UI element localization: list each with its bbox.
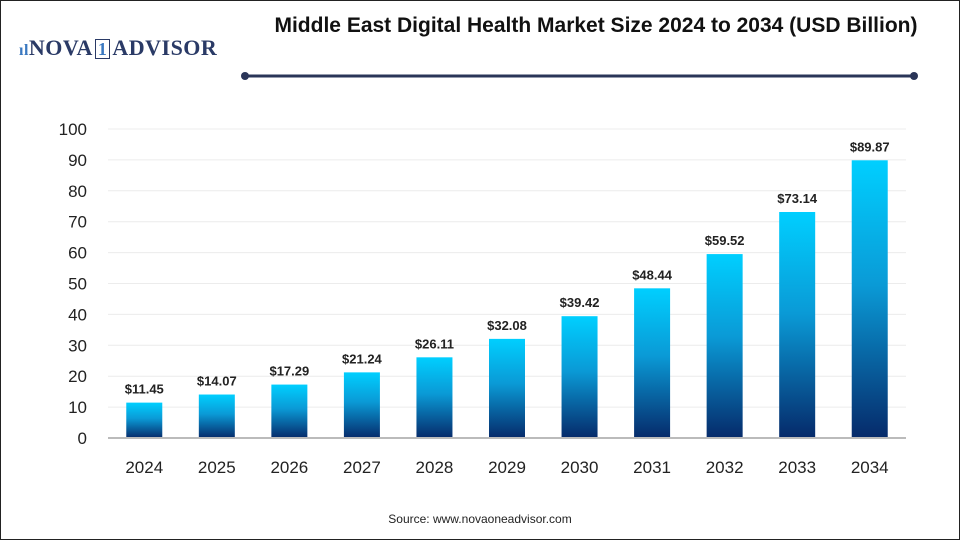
y-tick-label: 100 <box>59 120 87 139</box>
title-rule-dot-right <box>910 72 918 80</box>
data-label: $17.29 <box>269 364 309 379</box>
x-tick-label: 2034 <box>851 458 889 477</box>
bar-2033 <box>779 211 816 438</box>
x-tick-label: 2030 <box>561 458 599 477</box>
bar-2030 <box>561 316 598 438</box>
bar-2024 <box>126 402 163 438</box>
y-tick-label: 90 <box>68 151 87 170</box>
x-tick-label: 2032 <box>706 458 744 477</box>
bar-2026 <box>271 384 308 438</box>
logo-text-right: ADVISOR <box>112 35 218 60</box>
data-label: $14.07 <box>197 374 237 389</box>
data-label: $48.44 <box>632 267 673 282</box>
source-note: Source: www.novaoneadvisor.com <box>388 512 572 526</box>
logo-one: 1 <box>94 39 111 59</box>
x-tick-label: 2024 <box>125 458 163 477</box>
data-label: $73.14 <box>777 191 818 206</box>
y-tick-label: 0 <box>78 429 87 448</box>
bar-2027 <box>343 372 380 438</box>
data-label: $32.08 <box>487 318 527 333</box>
bar-2032 <box>706 254 743 438</box>
data-label: $21.24 <box>342 351 383 366</box>
x-tick-label: 2031 <box>633 458 671 477</box>
x-tick-label: 2033 <box>778 458 816 477</box>
y-tick-label: 80 <box>68 182 87 201</box>
x-tick-label: 2027 <box>343 458 381 477</box>
title-rule-dot-left <box>241 72 249 80</box>
bar-2028 <box>416 357 453 438</box>
y-tick-label: 30 <box>68 336 87 355</box>
y-tick-label: 60 <box>68 244 87 263</box>
bar-2025 <box>198 394 235 438</box>
x-tick-label: 2025 <box>198 458 236 477</box>
logo-bars-icon: ıl <box>19 42 29 59</box>
y-tick-label: 10 <box>68 398 87 417</box>
data-label: $11.45 <box>125 382 164 397</box>
nova-advisor-logo: ılNOVA 1 ADVISOR <box>19 35 217 61</box>
logo-text: NOVA <box>28 35 93 60</box>
bar-2031 <box>634 288 671 438</box>
y-tick-label: 40 <box>68 305 87 324</box>
x-tick-label: 2029 <box>488 458 526 477</box>
y-tick-label: 20 <box>68 367 87 386</box>
data-label: $59.52 <box>705 233 745 248</box>
y-tick-label: 70 <box>68 213 87 232</box>
y-tick-label: 50 <box>68 275 87 294</box>
x-tick-label: 2028 <box>416 458 454 477</box>
data-label: $26.11 <box>415 336 454 351</box>
bar-2029 <box>489 338 525 438</box>
bar-2034 <box>851 160 888 438</box>
data-label: $39.42 <box>560 295 600 310</box>
chart-title: Middle East Digital Health Market Size 2… <box>274 14 918 37</box>
data-label: $89.87 <box>850 139 890 154</box>
x-tick-label: 2026 <box>270 458 308 477</box>
